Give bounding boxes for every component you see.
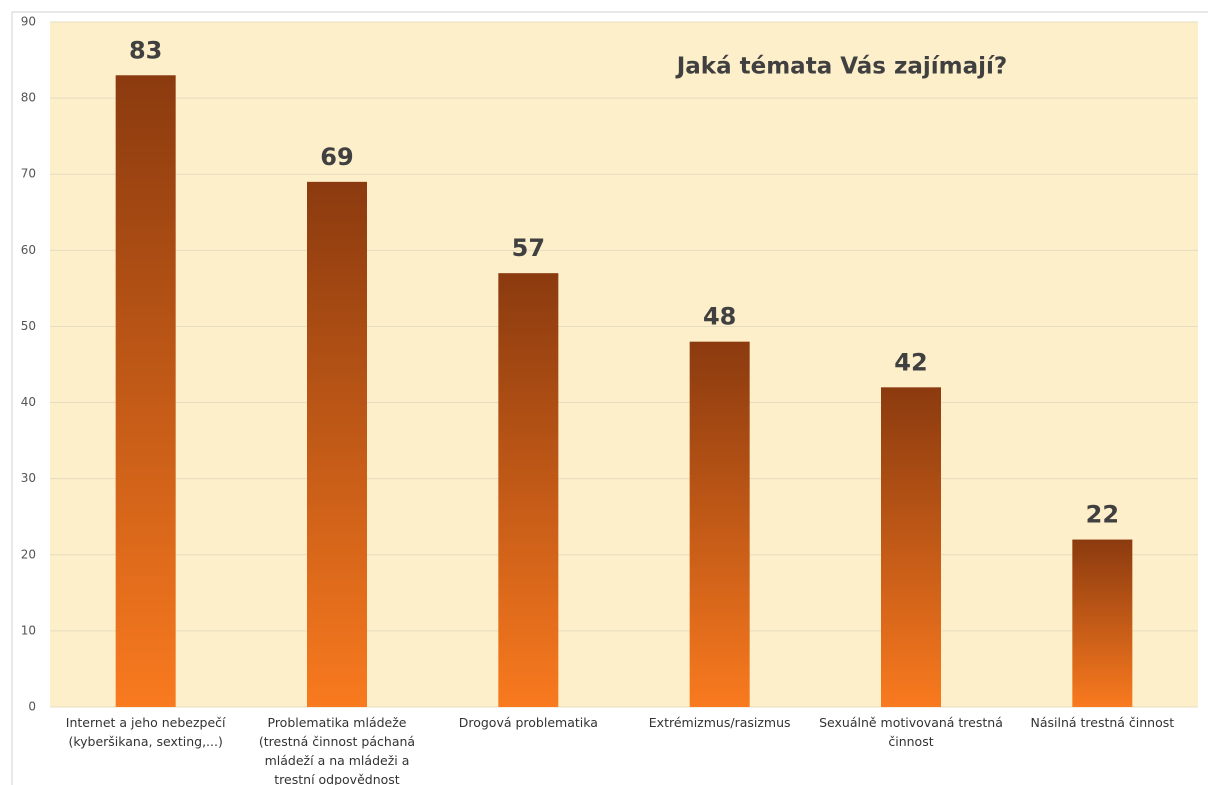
bar: [498, 273, 559, 707]
x-tick-label: Sexuálně motivovaná trestná činnost: [819, 715, 1003, 749]
y-tick-label: 90: [21, 15, 36, 29]
x-tick-label: Internet a jeho nebezpečí (kyberšikana, …: [65, 715, 226, 749]
y-tick-label: 60: [21, 243, 36, 257]
plot-area: [50, 22, 1198, 707]
data-label: 22: [1086, 501, 1119, 529]
bar: [689, 341, 750, 707]
x-tick-label-box: Drogová problematika: [458, 715, 598, 730]
bar: [115, 75, 176, 708]
chart-title: Jaká témata Vás zajímají?: [675, 54, 1008, 80]
x-tick-label: Násilná trestná činnost: [1030, 715, 1175, 730]
y-tick-label: 10: [21, 623, 36, 637]
y-tick-label: 40: [21, 395, 36, 409]
x-tick-label-box: Sexuálně motivovaná trestná činnost: [819, 715, 1003, 749]
data-label: 83: [129, 36, 162, 64]
x-tick-label: Drogová problematika: [458, 715, 598, 730]
data-label: 57: [512, 234, 545, 262]
x-tick-label-box: Problematika mládeže (trestná činnost pá…: [258, 715, 416, 785]
x-tick-label: Extrémizmus/rasizmus: [648, 715, 791, 730]
data-label: 69: [320, 143, 353, 171]
data-label: 48: [703, 303, 736, 331]
y-tick-label: 80: [21, 91, 36, 105]
x-tick-label: Problematika mládeže (trestná činnost pá…: [258, 715, 416, 785]
y-tick-label: 70: [21, 167, 36, 181]
y-tick-label: 0: [28, 700, 36, 714]
bar: [307, 181, 367, 708]
x-tick-label-box: Extrémizmus/rasizmus: [648, 715, 791, 730]
data-label: 42: [894, 348, 927, 376]
y-tick-label: 20: [21, 547, 36, 561]
x-tick-label-box: Internet a jeho nebezpečí (kyberšikana, …: [65, 715, 226, 749]
y-tick-label: 30: [21, 471, 36, 485]
bar: [1072, 539, 1133, 707]
y-tick-label: 50: [21, 319, 36, 333]
x-tick-label-box: Násilná trestná činnost: [1030, 715, 1175, 730]
bar: [881, 387, 941, 707]
